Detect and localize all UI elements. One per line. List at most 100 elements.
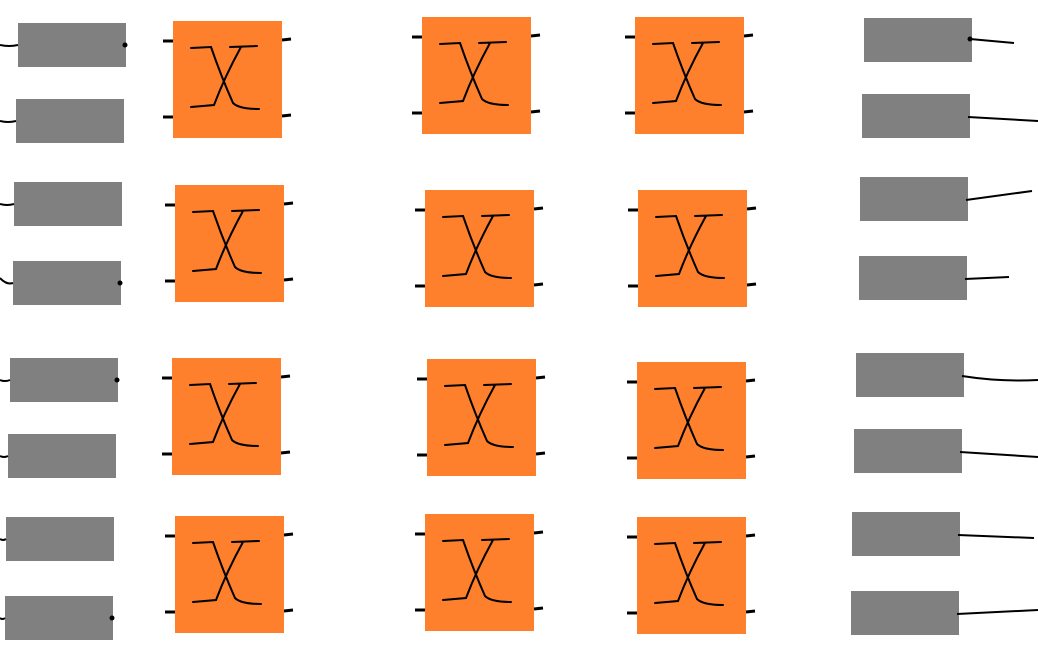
- output-register: [862, 94, 1038, 138]
- output-register: [856, 353, 1038, 397]
- input-register: [0, 596, 115, 640]
- input-lead-wire: [0, 120, 17, 123]
- switch-box: [637, 362, 746, 479]
- output-lead-wire: [965, 190, 1033, 201]
- register-box: [13, 261, 121, 305]
- switch-output-stub: [746, 206, 757, 211]
- crossover-switch: [412, 17, 541, 134]
- crossover-switch: [415, 514, 544, 631]
- crossover-switch: [165, 185, 294, 302]
- switch-box: [173, 21, 282, 138]
- switch-output-stub: [533, 530, 544, 535]
- output-lead-wire: [967, 116, 1038, 122]
- switch-box: [637, 517, 746, 634]
- switch-output-stub: [533, 206, 544, 211]
- switch-column: [625, 17, 757, 634]
- switch-output-stub: [745, 533, 756, 538]
- switch-output-stub: [535, 451, 546, 456]
- register-box: [864, 18, 972, 62]
- input-register: [0, 434, 116, 478]
- input-register: [0, 99, 124, 143]
- switch-output-stub: [283, 201, 294, 206]
- switch-output-stub: [745, 609, 756, 614]
- input-lead-wire: [0, 379, 11, 382]
- switch-output-stub: [280, 450, 291, 455]
- switch-box: [172, 358, 281, 475]
- input-register: [0, 517, 114, 561]
- switch-box: [638, 190, 747, 307]
- switch-box: [635, 17, 744, 134]
- crossover-switch: [165, 516, 294, 633]
- switch-box: [425, 514, 534, 631]
- crossover-x-icon: [655, 214, 725, 279]
- input-register: [0, 261, 123, 305]
- input-lead-wire: [0, 44, 19, 47]
- output-register: [864, 18, 1015, 62]
- crossover-x-icon: [652, 41, 722, 106]
- input-register: [0, 182, 122, 226]
- crossover-x-icon: [654, 541, 724, 606]
- switch-box: [422, 17, 531, 134]
- register-box: [856, 353, 964, 397]
- output-register: [860, 177, 1033, 221]
- crossover-switch: [627, 362, 756, 479]
- output-lead-wire: [957, 534, 1035, 539]
- switch-output-stub: [745, 454, 756, 459]
- register-box: [6, 517, 114, 561]
- crossover-switch: [162, 358, 291, 475]
- register-box: [18, 23, 126, 67]
- register-box: [854, 429, 962, 473]
- crossover-switch: [163, 21, 292, 138]
- output-register: [854, 429, 1038, 473]
- switch-output-stub: [283, 608, 294, 613]
- output-lead-wire: [961, 375, 1038, 382]
- switch-output-stub: [533, 282, 544, 287]
- output-lead-wire: [969, 38, 1015, 44]
- switch-output-stub: [535, 375, 546, 380]
- terminal-dot: [117, 280, 123, 286]
- switch-output-stub: [746, 282, 757, 287]
- output-register: [859, 256, 1010, 300]
- crossover-x-icon: [192, 540, 262, 605]
- register-box: [8, 434, 116, 478]
- register-box: [16, 99, 124, 143]
- input-lead-wire: [0, 538, 7, 541]
- crossover-switch: [415, 190, 544, 307]
- register-box: [851, 591, 959, 635]
- switch-box: [427, 359, 536, 476]
- terminal-dot: [122, 42, 128, 48]
- output-lead-wire: [956, 609, 1038, 615]
- crossover-x-icon: [654, 386, 724, 451]
- register-box: [859, 256, 967, 300]
- input-lead-wire: [0, 277, 14, 285]
- switch-output-stub: [280, 374, 291, 379]
- crossover-switch: [628, 190, 757, 307]
- crossover-x-icon: [442, 214, 512, 279]
- output-lead-wire: [964, 276, 1010, 280]
- register-box: [5, 596, 113, 640]
- input-lead-wire: [0, 203, 15, 206]
- crossover-x-icon: [189, 382, 259, 447]
- switch-output-stub: [530, 109, 541, 114]
- switch-output-stub: [743, 109, 754, 114]
- switch-output-stub: [283, 277, 294, 282]
- switch-output-stub: [743, 33, 754, 38]
- switch-output-stub: [745, 378, 756, 383]
- crossover-x-icon: [190, 45, 260, 110]
- switch-box: [425, 190, 534, 307]
- switch-output-stub: [281, 113, 292, 118]
- input-lead-wire: [0, 455, 9, 458]
- output-register: [852, 512, 1035, 556]
- switch-box: [175, 185, 284, 302]
- switch-columns: [162, 17, 757, 634]
- terminal-dot: [109, 615, 115, 621]
- input-register: [0, 358, 120, 402]
- input-lead-wire: [0, 617, 6, 620]
- output-lead-wire: [959, 451, 1038, 458]
- output-register: [851, 591, 1038, 635]
- crossover-switch: [417, 359, 546, 476]
- register-box: [862, 94, 970, 138]
- switch-output-stub: [530, 33, 541, 38]
- register-box: [10, 358, 118, 402]
